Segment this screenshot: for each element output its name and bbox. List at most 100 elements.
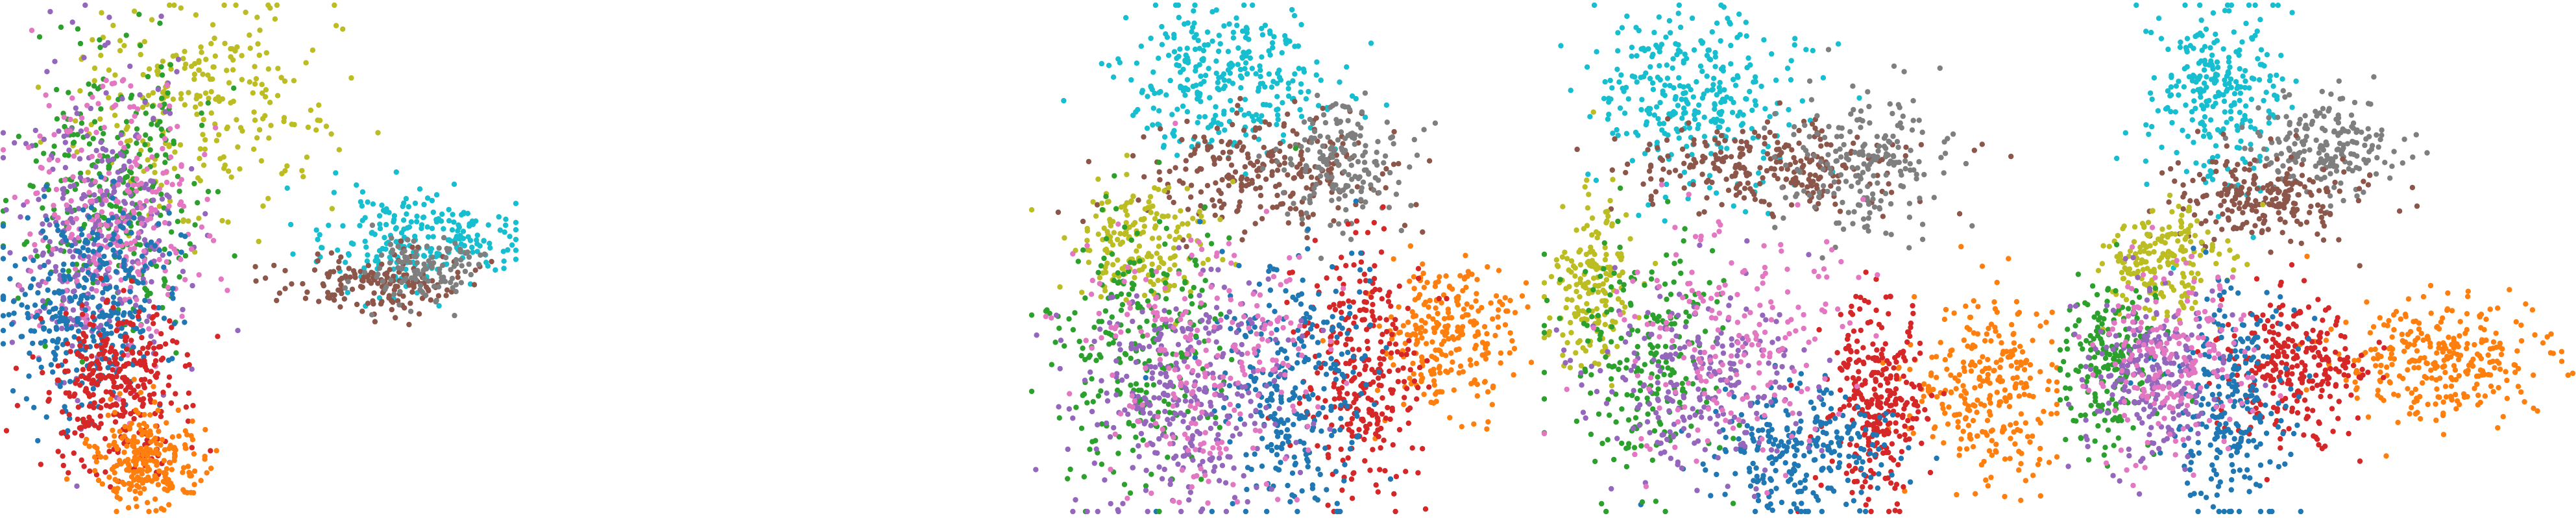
- scatter-point: [1220, 149, 1226, 156]
- scatter-point: [118, 277, 124, 283]
- scatter-point: [1209, 9, 1215, 15]
- scatter-point: [45, 243, 51, 250]
- scatter-point: [1437, 370, 1443, 376]
- scatter-point: [1363, 363, 1368, 369]
- scatter-point: [1391, 162, 1397, 167]
- scatter-point: [452, 240, 458, 247]
- scatter-point: [461, 243, 467, 249]
- scatter-point: [1234, 143, 1240, 149]
- scatter-point: [1200, 47, 1207, 54]
- scatter-point: [317, 232, 322, 238]
- scatter-point: [1226, 149, 1233, 155]
- scatter-point: [421, 261, 427, 267]
- scatter-point: [1407, 243, 1413, 249]
- scatter-point: [66, 470, 71, 476]
- scatter-point: [1099, 462, 1105, 467]
- scatter-point: [1256, 281, 1263, 287]
- scatter-point: [1202, 204, 1208, 210]
- scatter-point: [27, 351, 32, 356]
- scatter-point: [451, 181, 457, 187]
- scatter-point: [377, 226, 383, 232]
- scatter-point: [1209, 138, 1215, 143]
- scatter-point: [140, 267, 147, 274]
- scatter-point: [408, 275, 415, 281]
- scatter-point: [1341, 478, 1347, 484]
- scatter-point: [1144, 125, 1150, 131]
- scatter-point: [125, 384, 131, 390]
- scatter-point: [117, 140, 124, 146]
- scatter-point: [1193, 262, 1199, 268]
- scatter-point: [1190, 216, 1196, 221]
- scatter-point: [1192, 382, 1198, 388]
- scatter-point: [1124, 212, 1130, 218]
- scatter-point: [1148, 490, 1154, 497]
- scatter-point: [1250, 445, 1256, 451]
- scatter-point: [345, 278, 351, 284]
- scatter-point: [143, 478, 150, 484]
- scatter-point: [83, 263, 89, 269]
- scatter-point: [104, 336, 110, 342]
- scatter-point: [178, 177, 184, 182]
- scatter-point: [151, 225, 157, 231]
- scatter-point: [1176, 14, 1182, 21]
- scatter-point: [1226, 235, 1232, 241]
- scatter-point: [0, 328, 6, 334]
- scatter-point: [1396, 161, 1402, 167]
- scatter-point: [1188, 194, 1194, 200]
- scatter-point: [143, 367, 150, 373]
- scatter-point: [1119, 240, 1126, 245]
- scatter-point: [1485, 419, 1491, 425]
- scatter-point: [1198, 508, 1204, 515]
- scatter-point: [481, 238, 487, 243]
- scatter-point: [1349, 251, 1355, 256]
- scatter-point: [160, 304, 165, 311]
- scatter-point: [0, 223, 6, 229]
- scatter-point: [79, 359, 85, 365]
- scatter-point: [1178, 508, 1184, 515]
- scatter-point: [0, 130, 6, 136]
- scatter-point: [1242, 164, 1248, 170]
- scatter-point: [123, 32, 129, 38]
- scatter-point: [1337, 118, 1344, 125]
- scatter-point: [147, 397, 153, 402]
- scatter-point: [1282, 456, 1289, 462]
- scatter-point: [103, 356, 108, 362]
- scatter-point: [1226, 78, 1232, 84]
- scatter-point: [110, 215, 115, 221]
- scatter-point: [1289, 470, 1296, 476]
- scatter-point: [24, 239, 30, 245]
- scatter-point: [1443, 273, 1449, 279]
- scatter-point: [1291, 201, 1296, 206]
- scatter-point: [1282, 160, 1288, 166]
- scatter-point: [94, 358, 100, 364]
- scatter-point: [166, 502, 172, 508]
- scatter-point: [171, 246, 177, 253]
- scatter-point: [458, 280, 465, 286]
- scatter-point: [1291, 454, 1298, 460]
- scatter-point: [1317, 156, 1324, 162]
- scatter-point: [164, 420, 169, 426]
- scatter-point: [1453, 347, 1459, 353]
- scatter-point: [1407, 405, 1413, 411]
- scatter-point: [1316, 352, 1322, 358]
- scatter-point: [1450, 334, 1455, 340]
- scatter-point: [1167, 267, 1173, 273]
- scatter-point: [507, 234, 513, 240]
- scatter-point: [3, 207, 9, 213]
- scatter-point: [1291, 421, 1296, 428]
- scatter-point: [1379, 395, 1385, 401]
- scatter-point: [47, 239, 53, 245]
- scatter-point: [25, 215, 30, 221]
- scatter-point: [0, 256, 6, 262]
- scatter-point: [316, 299, 322, 304]
- scatter-point: [67, 248, 73, 254]
- scatter-point: [1285, 337, 1291, 343]
- scatter-point: [1405, 420, 1411, 426]
- scatter-point: [1149, 370, 1156, 376]
- scatter-point: [1097, 280, 1103, 287]
- scatter-point: [1143, 419, 1148, 425]
- scatter-point: [398, 238, 404, 244]
- scatter-point: [1052, 339, 1058, 345]
- scatter-point: [152, 473, 158, 479]
- scatter-point: [380, 278, 386, 284]
